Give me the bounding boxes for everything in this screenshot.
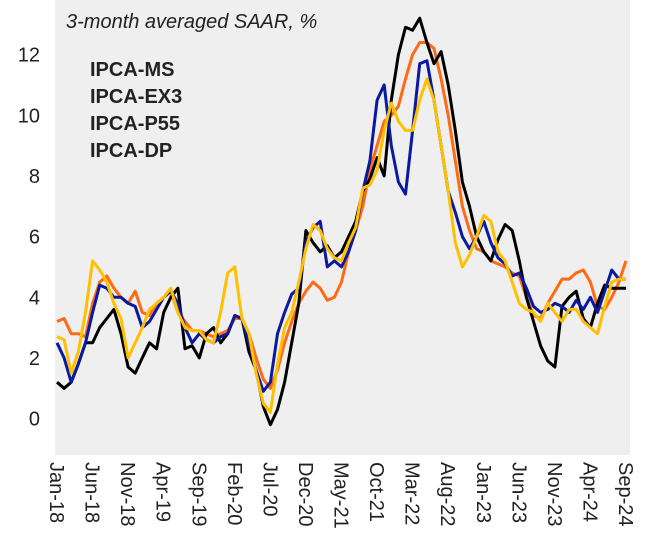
y-tick-label: 2 (29, 348, 40, 370)
x-tick-label: Sep-19 (187, 462, 209, 527)
y-tick-label: 6 (29, 227, 40, 249)
legend-entry: IPCA-MS (90, 59, 174, 81)
x-tick-label: Jan-23 (472, 462, 494, 523)
x-tick-label: Feb-20 (223, 462, 245, 525)
series-line (55, 59, 626, 393)
x-tick-label: Apr-19 (152, 462, 174, 522)
y-tick-label: 12 (18, 45, 40, 67)
x-tick-label: Nov-18 (116, 462, 138, 526)
x-tick-label: Mar-22 (401, 462, 423, 525)
x-tick-label: Jan-18 (45, 462, 67, 523)
x-tick-label: Aug-22 (436, 462, 458, 527)
x-tick-label: May-21 (330, 462, 352, 529)
y-tick-label: 0 (29, 409, 40, 431)
x-tick-label: Oct-21 (365, 462, 387, 522)
legend-entry: IPCA-P55 (90, 113, 180, 135)
x-tick-label: Nov-23 (543, 462, 565, 526)
x-tick-label: Jun-18 (81, 462, 103, 523)
x-tick-label: Dec-20 (294, 462, 316, 526)
y-tick-label: 4 (29, 287, 40, 309)
y-tick-label: 10 (18, 105, 40, 127)
series-line (56, 77, 626, 414)
y-tick-label: 8 (29, 166, 40, 188)
plot-background (55, 0, 630, 455)
x-tick-label: Jun-23 (507, 462, 529, 523)
legend-entry: IPCA-EX3 (90, 86, 182, 108)
chart-title: 3-month averaged SAAR, % (66, 11, 317, 33)
legend-entry: IPCA-DP (90, 140, 172, 162)
series-line (56, 16, 626, 427)
x-tick-label: Apr-24 (578, 462, 600, 522)
x-tick-label: Jul-20 (258, 462, 280, 516)
x-tick-label: Sep-24 (614, 462, 636, 527)
